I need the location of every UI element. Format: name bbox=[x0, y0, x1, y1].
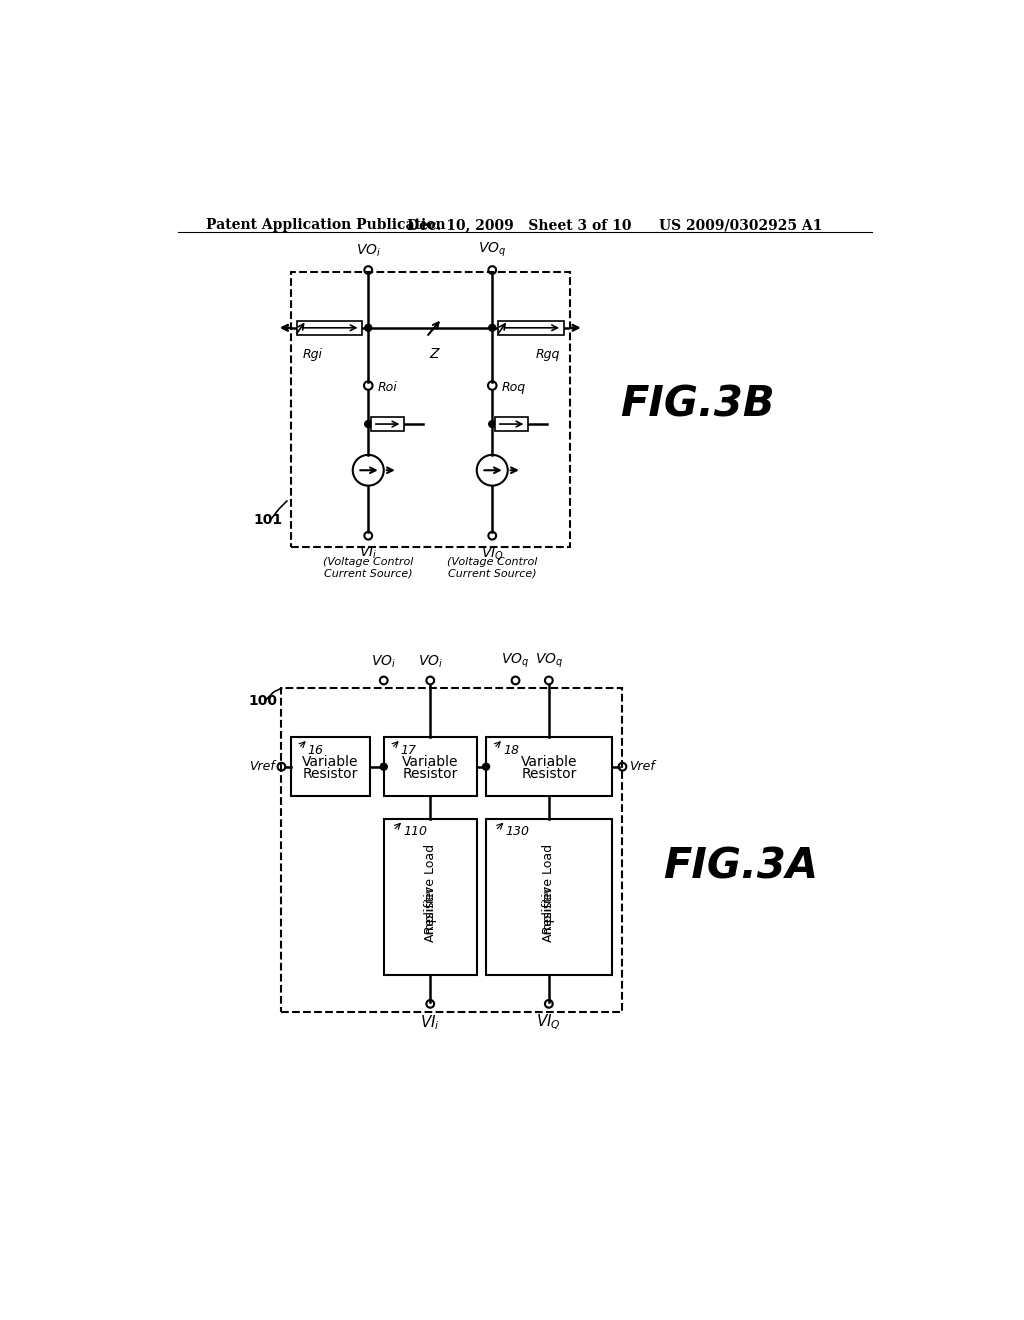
Bar bbox=[282, 688, 623, 1011]
Text: Rgq: Rgq bbox=[536, 348, 560, 360]
Bar bbox=[291, 272, 569, 548]
Text: $VI_i$: $VI_i$ bbox=[420, 1014, 440, 1032]
Text: Variable: Variable bbox=[520, 755, 578, 770]
Bar bbox=[297, 321, 362, 335]
Text: 18: 18 bbox=[503, 743, 519, 756]
Text: Current Source): Current Source) bbox=[324, 568, 413, 578]
Bar bbox=[486, 738, 612, 796]
Text: $VO_q$: $VO_q$ bbox=[535, 651, 563, 669]
Text: Resistive Load: Resistive Load bbox=[424, 843, 437, 935]
Text: $VO_i$: $VO_i$ bbox=[372, 653, 396, 669]
Circle shape bbox=[365, 325, 372, 331]
Circle shape bbox=[545, 677, 553, 684]
Text: $VO_i$: $VO_i$ bbox=[355, 243, 381, 259]
Text: Amplifier: Amplifier bbox=[543, 886, 555, 942]
Text: Z: Z bbox=[429, 347, 439, 362]
Circle shape bbox=[488, 421, 496, 428]
Text: $VO_q$: $VO_q$ bbox=[502, 651, 529, 669]
Text: Vref: Vref bbox=[629, 760, 654, 774]
Text: 16: 16 bbox=[308, 743, 324, 756]
Text: Vref: Vref bbox=[250, 760, 275, 774]
Text: Resistor: Resistor bbox=[521, 767, 577, 780]
Text: $VO_i$: $VO_i$ bbox=[418, 653, 442, 669]
Text: US 2009/0302925 A1: US 2009/0302925 A1 bbox=[658, 218, 822, 232]
Bar bbox=[486, 818, 612, 974]
Text: Dec. 10, 2009   Sheet 3 of 10: Dec. 10, 2009 Sheet 3 of 10 bbox=[407, 218, 632, 232]
Circle shape bbox=[482, 763, 489, 770]
Circle shape bbox=[365, 421, 372, 428]
Text: Variable: Variable bbox=[402, 755, 459, 770]
Text: $VO_q$: $VO_q$ bbox=[535, 651, 563, 669]
Text: $VO_q$: $VO_q$ bbox=[478, 242, 507, 259]
Bar bbox=[384, 818, 477, 974]
Bar bbox=[384, 738, 477, 796]
Text: Patent Application Publication: Patent Application Publication bbox=[206, 218, 445, 232]
Text: Amplifier: Amplifier bbox=[424, 886, 437, 942]
Text: 110: 110 bbox=[403, 825, 427, 838]
Text: Resistive Load: Resistive Load bbox=[543, 843, 555, 935]
Text: (Voltage Control: (Voltage Control bbox=[447, 557, 538, 568]
Bar bbox=[496, 417, 528, 430]
Text: Resistor: Resistor bbox=[402, 767, 458, 780]
Text: $VI_Q$: $VI_Q$ bbox=[481, 545, 504, 562]
Bar bbox=[372, 417, 403, 430]
Text: 101: 101 bbox=[254, 513, 283, 527]
Bar bbox=[499, 321, 563, 335]
Text: Current Source): Current Source) bbox=[447, 568, 537, 578]
Text: $VI_i$: $VI_i$ bbox=[359, 545, 378, 561]
Text: Resistor: Resistor bbox=[302, 767, 358, 780]
Text: Variable: Variable bbox=[302, 755, 358, 770]
Text: 17: 17 bbox=[400, 743, 417, 756]
Text: $VI_Q$: $VI_Q$ bbox=[537, 1014, 561, 1032]
Bar bbox=[291, 738, 370, 796]
Text: $VO_i$: $VO_i$ bbox=[418, 653, 442, 669]
Text: Roq: Roq bbox=[502, 380, 525, 393]
Text: Roi: Roi bbox=[378, 380, 397, 393]
Circle shape bbox=[488, 325, 496, 331]
Text: 130: 130 bbox=[506, 825, 529, 838]
Text: 100: 100 bbox=[248, 694, 278, 709]
Circle shape bbox=[380, 763, 387, 770]
Text: FIG.3B: FIG.3B bbox=[621, 384, 775, 426]
Text: (Voltage Control: (Voltage Control bbox=[323, 557, 414, 568]
Circle shape bbox=[426, 677, 434, 684]
Text: FIG.3A: FIG.3A bbox=[663, 846, 818, 888]
Text: Rgi: Rgi bbox=[303, 348, 324, 360]
